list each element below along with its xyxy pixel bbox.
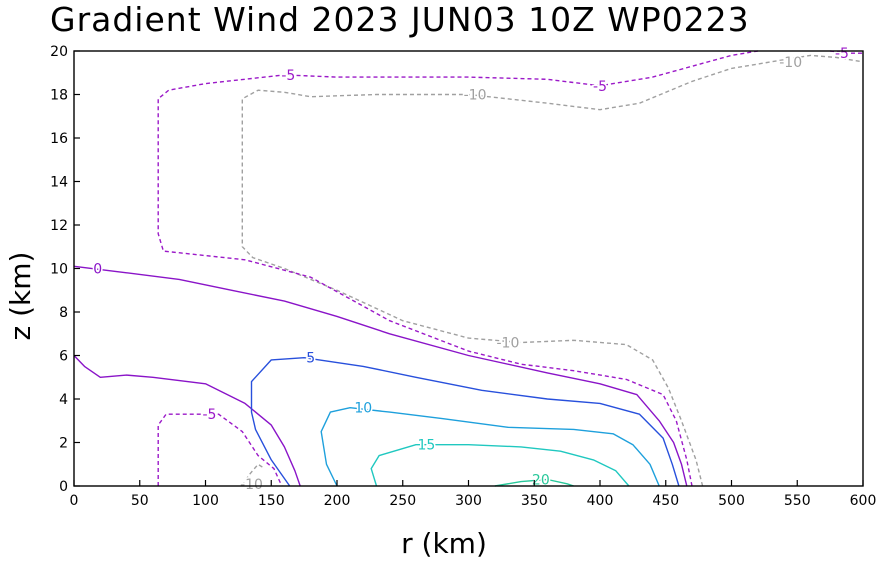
- contour-label: 20: [532, 472, 550, 488]
- y-tick-label: 20: [50, 44, 68, 60]
- contour-line-15-0: [370, 444, 630, 487]
- contour-label: -10: [779, 55, 802, 71]
- x-tick-label: 100: [192, 493, 219, 509]
- y-tick-label: 0: [59, 479, 68, 495]
- y-tick-label: 2: [59, 436, 68, 452]
- x-tick-label: 0: [70, 493, 79, 509]
- contour-label: -10: [464, 88, 487, 104]
- y-axis-label: z (km): [4, 252, 37, 341]
- y-tick-label: 4: [59, 392, 68, 408]
- contour-line-10-0: [320, 407, 660, 487]
- contour-lines: [73, 50, 864, 487]
- x-tick-label: 150: [258, 493, 285, 509]
- contour-label: -10: [497, 335, 520, 351]
- contour-labels: -10 -10 -10 -10 -5 -5 -5 -5 0 5 10 15 20: [92, 45, 851, 495]
- x-tick-label: 250: [389, 493, 416, 509]
- x-tick-label: 450: [652, 493, 679, 509]
- x-tick-label: 350: [521, 493, 548, 509]
- contour-label: -5: [835, 46, 849, 62]
- contour-label: 0: [93, 262, 102, 278]
- y-tick-label: 14: [50, 175, 68, 191]
- x-tick-label: 50: [131, 493, 149, 509]
- contour-line-neg10-1: [241, 54, 864, 487]
- contour-line-neg5-0: [157, 413, 283, 487]
- y-tick-label: 12: [50, 218, 68, 234]
- y-tick-label: 6: [59, 349, 68, 365]
- contour-label: -5: [281, 68, 295, 84]
- contour-label: -5: [202, 407, 216, 423]
- y-tick-label: 16: [50, 131, 68, 147]
- contour-line-0-0: [73, 265, 688, 487]
- x-tick-label: 300: [455, 493, 482, 509]
- chart-title: Gradient Wind 2023 JUN03 10Z WP0223: [50, 0, 750, 39]
- contour-line-neg5-2: [830, 50, 863, 54]
- contour-line-20-0: [494, 478, 574, 487]
- contour-label: 5: [306, 351, 315, 367]
- contour-line-neg10-0: [241, 463, 266, 487]
- y-axis-ticks: 0 2 4 6 8 10 12 14 16 18 20: [50, 44, 80, 495]
- x-tick-label: 400: [587, 493, 614, 509]
- x-axis-label: r (km): [401, 527, 487, 560]
- x-tick-label: 550: [784, 493, 811, 509]
- contour-label: 10: [354, 401, 372, 417]
- y-tick-label: 10: [50, 262, 68, 278]
- x-axis-ticks: 0 50 100 150 200 250 300 350 400 450 500 550 600: [70, 480, 877, 509]
- contour-label: -10: [240, 477, 263, 493]
- contour-line-neg5-1: [157, 50, 758, 487]
- plot-frame: [73, 50, 864, 487]
- x-tick-label: 600: [850, 493, 877, 509]
- y-tick-label: 18: [50, 88, 68, 104]
- contour-line-0-1: [73, 355, 301, 487]
- contour-label: 15: [418, 438, 436, 454]
- x-tick-label: 500: [718, 493, 745, 509]
- x-tick-label: 200: [324, 493, 351, 509]
- y-tick-label: 8: [59, 305, 68, 321]
- contour-label: -5: [593, 79, 607, 95]
- contour-line-5-0: [250, 357, 680, 487]
